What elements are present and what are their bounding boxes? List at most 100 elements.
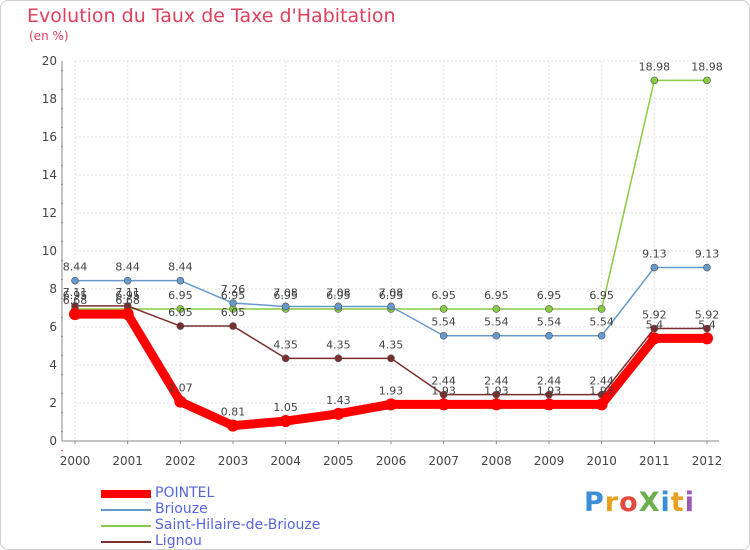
x-tick-label: 2004 [270, 454, 301, 468]
x-tick-label: 2009 [534, 454, 565, 468]
x-tick-label: 2001 [112, 454, 143, 468]
data-point [545, 331, 553, 340]
y-tick-label: 6 [49, 320, 57, 334]
y-tick-label: 2 [49, 396, 57, 410]
data-label: 6.95 [63, 289, 88, 302]
data-label: 6.95 [115, 289, 140, 302]
x-tick-label: 2000 [60, 454, 91, 468]
x-tick-label: 2003 [218, 454, 249, 468]
data-point [545, 305, 553, 313]
data-label: 18.98 [691, 60, 723, 73]
data-point [385, 398, 397, 411]
data-point [701, 332, 713, 345]
data-point [543, 398, 555, 411]
data-label: 6.95 [537, 289, 562, 302]
data-label: 1.93 [484, 384, 509, 397]
data-label: 2.44 [431, 375, 456, 388]
data-point [121, 308, 134, 321]
data-label: 4.35 [273, 338, 298, 351]
data-point [439, 305, 448, 313]
data-point [648, 332, 661, 345]
data-label: 18.98 [639, 60, 671, 73]
data-point [387, 354, 395, 363]
data-label: 5.54 [431, 316, 456, 329]
data-label: 2.44 [484, 375, 509, 388]
legend-swatch [101, 525, 151, 527]
x-tick-label: 2006 [376, 454, 407, 468]
data-label: 6.95 [431, 289, 456, 302]
data-label: 2.44 [589, 375, 614, 388]
data-point [334, 354, 343, 363]
data-point [597, 305, 606, 313]
data-point [439, 331, 448, 340]
data-label: 5.54 [589, 316, 614, 329]
data-point [71, 276, 79, 285]
x-tick-label: 2008 [481, 454, 512, 468]
y-tick-label: 18 [42, 92, 57, 106]
x-tick-label: 2002 [165, 454, 196, 468]
data-point [439, 390, 448, 399]
chart-title: Evolution du Taux de Taxe d'Habitation [27, 5, 396, 27]
data-label: 6.95 [326, 289, 351, 302]
data-label: 6.68 [115, 294, 140, 307]
data-point [123, 276, 132, 285]
data-point [281, 354, 290, 363]
y-tick-label: 10 [42, 244, 57, 258]
legend-swatch [101, 541, 151, 543]
data-label: 5.4 [698, 318, 716, 331]
data-label: 6.05 [221, 306, 246, 319]
data-point [332, 407, 345, 420]
legend-label: Lignou [155, 533, 202, 549]
data-point [492, 390, 501, 399]
legend-label: POINTEL [155, 485, 215, 501]
data-label: 8.44 [63, 261, 88, 274]
data-point [703, 76, 711, 85]
data-point [650, 324, 659, 333]
data-point [279, 415, 292, 428]
data-label: 7.08 [326, 286, 351, 299]
y-tick-label: 14 [42, 168, 57, 182]
data-point [176, 305, 185, 313]
x-tick-label: 2012 [692, 454, 723, 468]
data-label: 7.26 [221, 283, 246, 296]
x-tick-label: 2011 [639, 454, 670, 468]
data-label: 7.11 [63, 286, 88, 299]
data-point [492, 331, 501, 340]
data-point [437, 398, 450, 411]
data-label: 6.05 [168, 306, 193, 319]
data-point [597, 331, 606, 340]
y-tick-label: 12 [42, 206, 57, 220]
legend-label: Briouze [155, 501, 208, 517]
x-tick-label: 2007 [428, 454, 459, 468]
data-label: 1.93 [379, 384, 404, 397]
data-point [387, 302, 395, 311]
data-point [176, 276, 185, 285]
y-tick-label: 8 [49, 282, 57, 296]
y-axis-unit: (en %) [29, 29, 69, 43]
y-axis-dot [61, 449, 63, 452]
data-label: 5.54 [484, 316, 509, 329]
legend-swatch [101, 509, 151, 511]
data-point [229, 322, 237, 330]
data-label: 0.81 [221, 406, 246, 419]
data-label: 1.93 [537, 384, 562, 397]
data-point [227, 419, 239, 432]
data-label: 8.44 [115, 261, 140, 274]
data-label: 7.08 [379, 286, 404, 299]
data-point [595, 398, 608, 411]
data-point [545, 390, 553, 399]
data-label: 6.95 [484, 289, 509, 302]
data-label: 1.43 [326, 394, 351, 407]
data-label: 2.07 [168, 382, 193, 395]
data-label: 9.13 [695, 248, 720, 261]
data-label: 1.05 [273, 401, 298, 414]
data-point [703, 263, 711, 272]
x-tick-label: 2010 [586, 454, 617, 468]
data-point [492, 305, 501, 313]
y-tick-label: 20 [42, 54, 57, 68]
data-point [334, 302, 343, 311]
data-point [229, 299, 237, 307]
data-label: 6.95 [168, 289, 193, 302]
data-point [281, 302, 290, 311]
